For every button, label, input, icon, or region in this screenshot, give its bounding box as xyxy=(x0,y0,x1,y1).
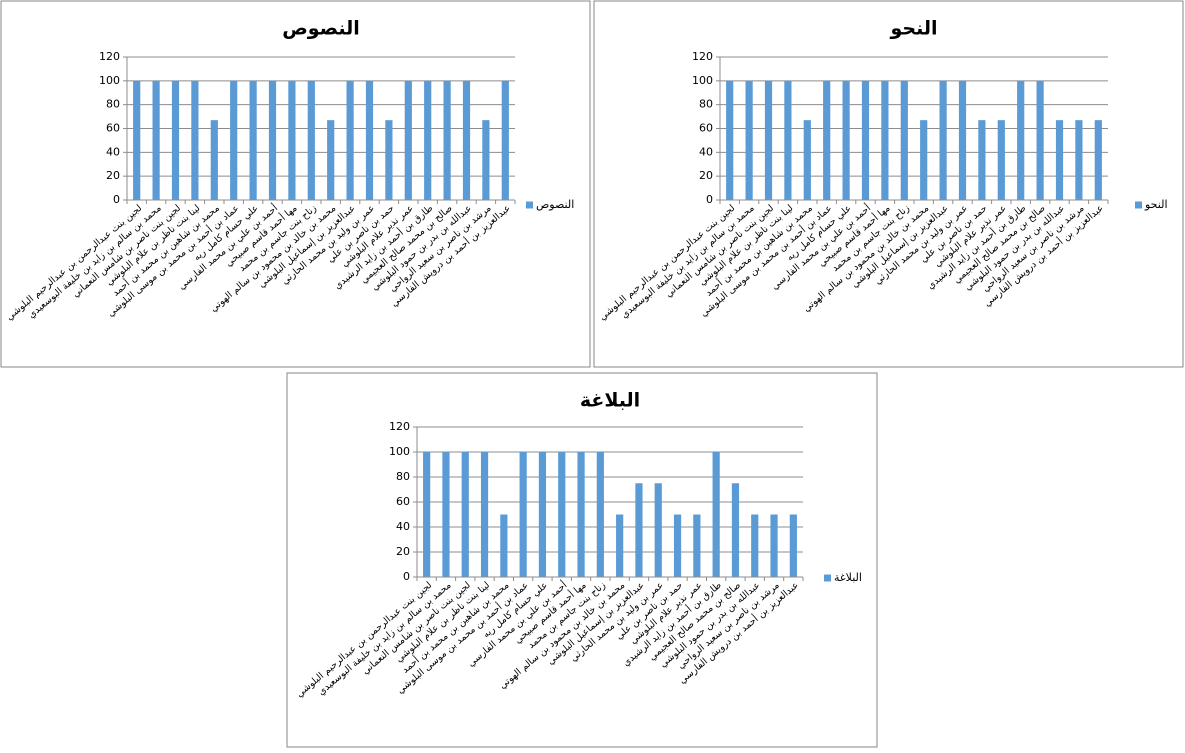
bar xyxy=(958,80,967,200)
bar xyxy=(365,80,374,200)
bar xyxy=(745,80,753,200)
bar xyxy=(482,120,490,200)
y-tick-label: 100 xyxy=(99,74,120,87)
bar xyxy=(978,120,986,200)
bar xyxy=(770,514,778,577)
bar xyxy=(152,80,160,200)
bar xyxy=(346,80,354,200)
bar xyxy=(519,452,527,577)
bar xyxy=(268,80,277,200)
bar xyxy=(997,120,1005,200)
bar xyxy=(764,80,773,200)
bar xyxy=(249,80,257,200)
y-tick-label: 0 xyxy=(403,570,410,583)
bar xyxy=(693,514,701,577)
y-tick-label: 20 xyxy=(699,169,713,182)
y-tick-label: 20 xyxy=(106,169,120,182)
y-tick-label: 0 xyxy=(706,193,713,206)
bar xyxy=(461,452,469,577)
y-tick-label: 40 xyxy=(699,145,713,158)
chart-title: النحو xyxy=(889,18,937,40)
y-tick-label: 60 xyxy=(106,122,120,135)
bar xyxy=(635,483,643,577)
bar xyxy=(1036,80,1044,200)
chart-title: البلاغة xyxy=(580,390,640,412)
bar xyxy=(1094,120,1102,200)
bar xyxy=(191,80,199,200)
bar xyxy=(577,452,585,577)
bar xyxy=(673,514,682,577)
bar xyxy=(1055,120,1064,200)
bar xyxy=(731,483,740,577)
y-tick-label: 80 xyxy=(106,98,120,111)
bar xyxy=(171,80,180,200)
bar xyxy=(307,80,315,200)
bar xyxy=(443,80,451,200)
legend-label: النحو xyxy=(1144,198,1168,211)
bar xyxy=(501,80,509,200)
bar xyxy=(442,452,450,577)
y-tick-label: 100 xyxy=(692,74,713,87)
bar xyxy=(538,452,547,577)
legend-label: النصوص xyxy=(536,198,574,211)
legend-label: البلاغة xyxy=(834,571,862,584)
y-tick-label: 0 xyxy=(113,193,120,206)
bar xyxy=(424,80,432,200)
y-tick-label: 40 xyxy=(396,520,410,533)
bar xyxy=(789,514,797,577)
y-tick-label: 60 xyxy=(396,495,410,508)
y-tick-label: 60 xyxy=(699,122,713,135)
bar xyxy=(210,120,218,200)
bar xyxy=(327,120,335,200)
bar xyxy=(1075,120,1083,200)
bar xyxy=(558,452,566,577)
legend-swatch xyxy=(824,574,831,582)
bar xyxy=(288,80,296,200)
bar xyxy=(654,483,662,577)
bar xyxy=(500,514,508,577)
bar xyxy=(1017,80,1025,200)
y-tick-label: 120 xyxy=(99,50,120,63)
bar xyxy=(939,80,947,200)
bar xyxy=(404,80,412,200)
bar xyxy=(385,120,393,200)
y-tick-label: 80 xyxy=(699,98,713,111)
y-tick-label: 20 xyxy=(396,545,410,558)
bar xyxy=(861,80,870,200)
bar xyxy=(900,80,908,200)
bar xyxy=(803,120,811,200)
y-tick-label: 80 xyxy=(396,470,410,483)
bar xyxy=(751,514,759,577)
bar xyxy=(726,80,734,200)
y-tick-label: 120 xyxy=(692,50,713,63)
bar xyxy=(920,120,928,200)
bar xyxy=(823,80,831,200)
legend-swatch xyxy=(526,201,533,209)
bar xyxy=(423,452,431,577)
bar xyxy=(784,80,792,200)
y-tick-label: 120 xyxy=(389,420,410,433)
bar xyxy=(842,80,850,200)
bar xyxy=(462,80,471,200)
chart-title: النصوص xyxy=(282,18,360,40)
bar xyxy=(881,80,889,200)
bar xyxy=(230,80,238,200)
y-tick-label: 100 xyxy=(389,445,410,458)
bar xyxy=(596,452,604,577)
bar xyxy=(480,452,489,577)
legend-swatch xyxy=(1135,201,1142,209)
bar xyxy=(712,452,720,577)
bar xyxy=(616,514,624,577)
y-tick-label: 40 xyxy=(106,145,120,158)
bar xyxy=(133,80,141,200)
